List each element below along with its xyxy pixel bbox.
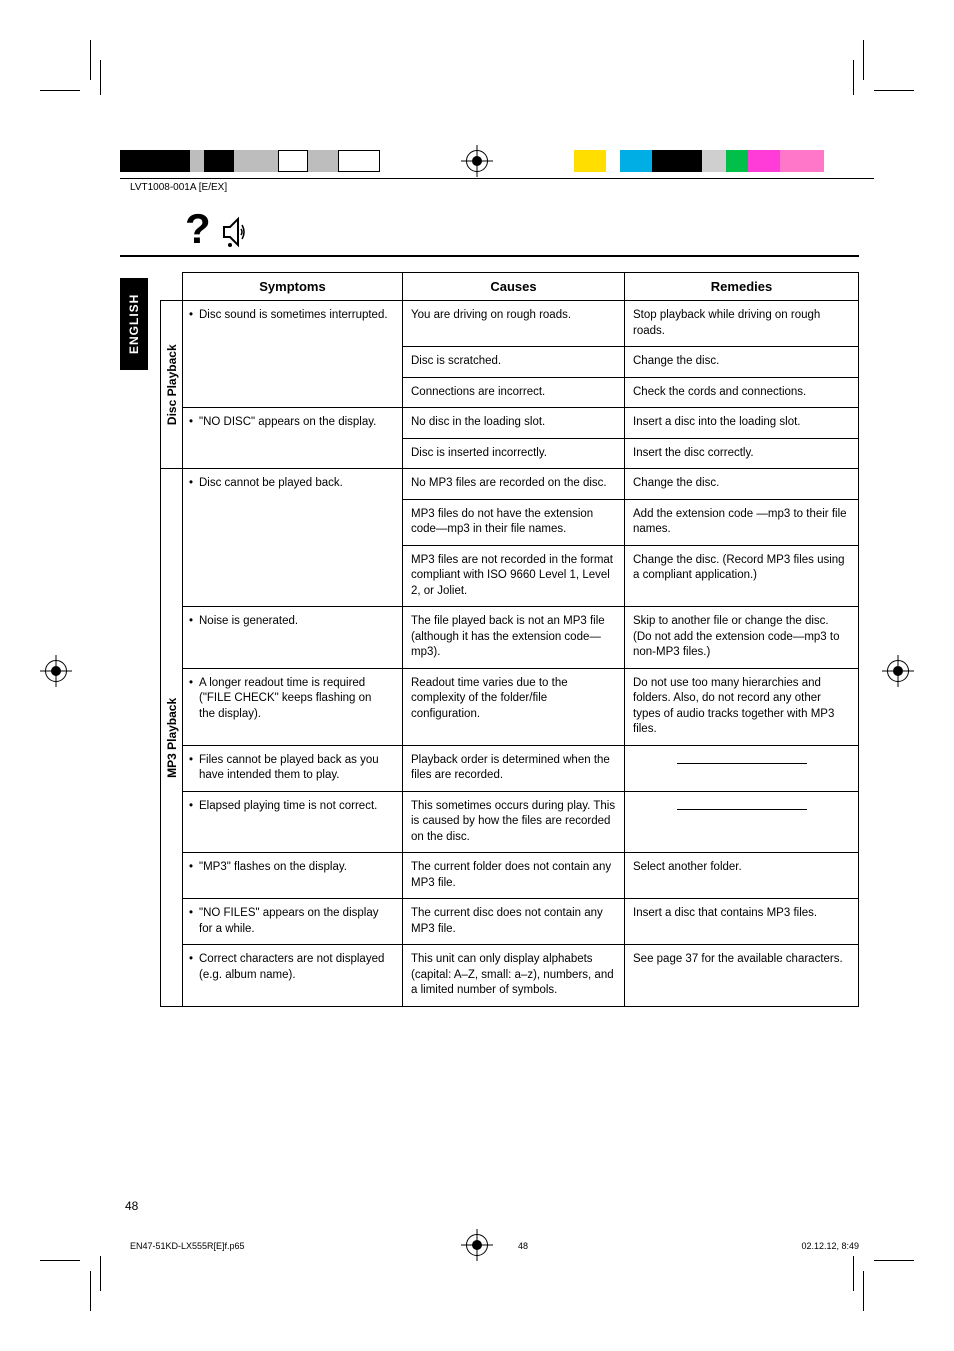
question-mark-icon: ? xyxy=(185,205,211,253)
table-cell: The current folder does not contain any … xyxy=(403,853,625,899)
table-cell: Insert a disc that contains MP3 files. xyxy=(625,899,859,945)
table-cell: •Noise is generated. xyxy=(183,607,403,669)
table-cell: Select another folder. xyxy=(625,853,859,899)
crop-mark xyxy=(853,1256,854,1291)
table-cell: •A longer readout time is required ("FIL… xyxy=(183,668,403,745)
language-tab: ENGLISH xyxy=(120,278,148,370)
troubleshooting-table: Symptoms Causes Remedies Disc Playback •… xyxy=(160,272,858,1007)
footer-left: EN47-51KD-LX555R[E]f.p65 xyxy=(130,1241,245,1251)
table-cell: Change the disc. (Record MP3 files using… xyxy=(625,545,859,607)
table-cell: MP3 files are not recorded in the format… xyxy=(403,545,625,607)
crop-mark xyxy=(100,1256,101,1291)
table-cell: Insert the disc correctly. xyxy=(625,438,859,469)
table-cell: Insert a disc into the loading slot. xyxy=(625,408,859,439)
table-cell: Skip to another file or change the disc.… xyxy=(625,607,859,669)
footer: EN47-51KD-LX555R[E]f.p65 48 02.12.12, 8:… xyxy=(130,1241,859,1251)
crop-mark xyxy=(853,60,854,95)
table-cell: Connections are incorrect. xyxy=(403,377,625,408)
separator-rule xyxy=(120,255,859,257)
table-cell: •Disc cannot be played back. xyxy=(183,469,403,607)
table-cell: Disc is inserted incorrectly. xyxy=(403,438,625,469)
registration-target-icon xyxy=(45,660,67,682)
dash-placeholder xyxy=(677,809,807,810)
table-cell: This unit can only display alphabets (ca… xyxy=(403,945,625,1007)
table-cell: Change the disc. xyxy=(625,469,859,500)
table-cell: Add the extension code —mp3 to their fil… xyxy=(625,499,859,545)
table-cell: •"NO DISC" appears on the display. xyxy=(183,408,403,469)
registration-target-icon xyxy=(466,150,488,172)
header-code: LVT1008-001A [E/EX] xyxy=(130,182,227,193)
speaker-icon xyxy=(222,215,248,254)
registration-bar-right xyxy=(574,150,874,172)
table-cell: The current disc does not contain any MP… xyxy=(403,899,625,945)
page-number: 48 xyxy=(125,1199,138,1213)
table-cell: •"MP3" flashes on the display. xyxy=(183,853,403,899)
table-cell: MP3 files do not have the extension code… xyxy=(403,499,625,545)
table-cell: Stop playback while driving on rough roa… xyxy=(625,301,859,347)
table-cell: •Correct characters are not displayed (e… xyxy=(183,945,403,1007)
table-cell: •Disc sound is sometimes interrupted. xyxy=(183,301,403,408)
table-cell: Check the cords and connections. xyxy=(625,377,859,408)
registration-bar-left xyxy=(120,150,380,172)
table-cell: See page 37 for the available characters… xyxy=(625,945,859,1007)
category-mp3-playback: MP3 Playback xyxy=(161,469,183,1007)
table-cell: You are driving on rough roads. xyxy=(403,301,625,347)
crop-mark xyxy=(844,40,914,110)
table-cell: •Elapsed playing time is not correct. xyxy=(183,791,403,853)
table-cell xyxy=(625,791,859,853)
dash-placeholder xyxy=(677,763,807,764)
table-cell: Playback order is determined when the fi… xyxy=(403,745,625,791)
registration-target-icon xyxy=(887,660,909,682)
table-cell: Readout time varies due to the complexit… xyxy=(403,668,625,745)
footer-mid: 48 xyxy=(518,1241,528,1251)
table-cell: No disc in the loading slot. xyxy=(403,408,625,439)
table-header-blank xyxy=(161,273,183,301)
table-cell: Disc is scratched. xyxy=(403,347,625,378)
table-cell: Change the disc. xyxy=(625,347,859,378)
table-cell: This sometimes occurs during play. This … xyxy=(403,791,625,853)
footer-right: 02.12.12, 8:49 xyxy=(801,1241,859,1251)
category-disc-playback: Disc Playback xyxy=(161,301,183,469)
table-cell: Do not use too many hierarchies and fold… xyxy=(625,668,859,745)
table-header-symptoms: Symptoms xyxy=(183,273,403,301)
table-cell: •Files cannot be played back as you have… xyxy=(183,745,403,791)
header-rule xyxy=(120,178,874,179)
crop-mark xyxy=(844,1241,914,1311)
table-cell: No MP3 files are recorded on the disc. xyxy=(403,469,625,500)
table-cell: The file played back is not an MP3 file … xyxy=(403,607,625,669)
table-header-remedies: Remedies xyxy=(625,273,859,301)
table-header-causes: Causes xyxy=(403,273,625,301)
table-cell: •"NO FILES" appears on the display for a… xyxy=(183,899,403,945)
crop-mark xyxy=(100,60,101,95)
table-cell xyxy=(625,745,859,791)
